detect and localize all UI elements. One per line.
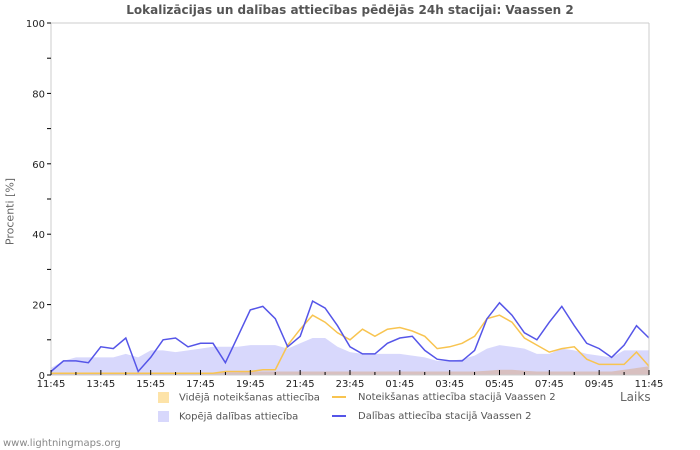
chart-title: Lokalizācijas un dalības attiecības pēdē… [126, 3, 574, 17]
svg-text:100: 100 [26, 19, 45, 30]
total-participation-area [51, 338, 649, 375]
svg-text:13:45: 13:45 [86, 379, 115, 390]
svg-text:09:45: 09:45 [585, 379, 614, 390]
svg-text:01:45: 01:45 [385, 379, 414, 390]
svg-text:11:45: 11:45 [635, 379, 664, 390]
legend-item-station-detection: Noteikšanas attiecība stacijā Vaassen 2 [332, 392, 556, 403]
x-axis-label: Laiks [620, 390, 651, 404]
legend-line [332, 396, 346, 398]
svg-text:60: 60 [32, 160, 45, 171]
svg-text:0: 0 [39, 371, 45, 382]
legend-item-station-participation: Dalības attiecība stacijā Vaassen 2 [332, 411, 531, 422]
svg-text:05:45: 05:45 [485, 379, 514, 390]
svg-text:19:45: 19:45 [236, 379, 265, 390]
station-participation-line [50, 300, 650, 373]
svg-text:40: 40 [32, 230, 45, 241]
legend-item-total-participation: Kopējā dalības attiecība [158, 411, 298, 423]
svg-text:03:45: 03:45 [435, 379, 464, 390]
legend-swatch [158, 392, 169, 403]
svg-text:11:45: 11:45 [37, 379, 66, 390]
svg-text:23:45: 23:45 [336, 379, 365, 390]
svg-text:07:45: 07:45 [535, 379, 564, 390]
svg-text:80: 80 [32, 89, 45, 100]
footer-link[interactable]: www.lightningmaps.org [3, 438, 121, 449]
legend-swatch [158, 411, 169, 422]
legend-line [332, 415, 346, 417]
legend-item-avg-detection: Vidējā noteikšanas attiecība [158, 392, 320, 404]
svg-text:15:45: 15:45 [136, 379, 165, 390]
svg-text:20: 20 [32, 301, 45, 312]
svg-text:21:45: 21:45 [286, 379, 315, 390]
svg-text:17:45: 17:45 [186, 379, 215, 390]
